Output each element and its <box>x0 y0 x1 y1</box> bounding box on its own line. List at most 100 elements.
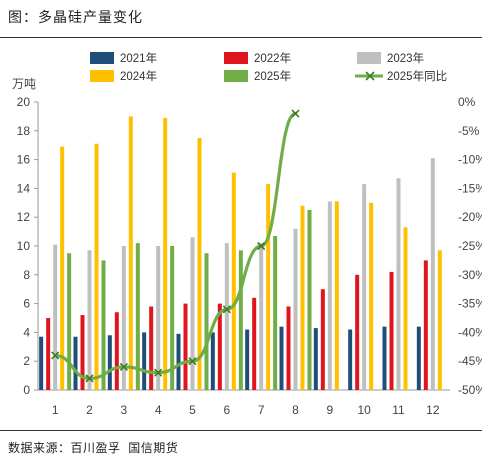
legend-swatch <box>90 70 114 82</box>
yoy-marker <box>119 362 128 372</box>
y2-tick-label: -15% <box>458 181 482 195</box>
bar-2022年-5 <box>183 303 188 390</box>
bar-2025年-4 <box>170 246 175 390</box>
yoy-marker-stroke <box>222 305 231 314</box>
yoy-marker <box>154 368 163 377</box>
yoy-marker-stroke <box>85 374 94 383</box>
yoy-line <box>51 109 300 383</box>
y2-tick-label: -25% <box>458 239 482 253</box>
yoy-marker-stroke <box>188 357 197 366</box>
bar-2023年-4 <box>156 246 161 390</box>
bar-2023年-10 <box>362 184 367 390</box>
bar-2021年-4 <box>142 332 147 390</box>
y-tick-label: 14 <box>17 181 31 195</box>
x-tick-label: 5 <box>189 403 196 417</box>
bar-2024年-6 <box>231 172 236 390</box>
yoy-marker-stroke <box>257 241 266 251</box>
y2-tick-label: -45% <box>458 354 482 368</box>
bar-2022年-6 <box>217 303 222 390</box>
legend-label: 2022年 <box>254 51 291 65</box>
bar-2025年-5 <box>204 253 209 390</box>
bar-2023年-1 <box>53 244 58 390</box>
bar-2022年-12 <box>423 260 428 390</box>
x-tick-label: 10 <box>357 403 371 417</box>
bar-2024年-9 <box>334 201 339 390</box>
legend-label: 2021年 <box>120 51 157 65</box>
yoy-marker <box>188 357 197 366</box>
y-tick-label: 10 <box>17 239 31 253</box>
bar-2025年-2 <box>101 260 106 390</box>
bar-2021年-11 <box>382 326 387 390</box>
bar-2023年-7 <box>259 243 264 390</box>
bar-2023年-5 <box>190 237 195 390</box>
bar-2023年-12 <box>430 158 435 390</box>
bar-2024年-5 <box>197 138 202 390</box>
legend-item: 2025年同比 <box>355 69 447 83</box>
bar-2022年-10 <box>355 274 360 390</box>
legend-swatch <box>224 52 248 64</box>
bar-2021年-1 <box>39 336 44 390</box>
yoy-marker <box>291 109 300 118</box>
y-tick-label: 16 <box>17 153 31 167</box>
yoy-marker-stroke <box>119 362 128 372</box>
bar-2022年-8 <box>286 306 291 390</box>
y2-tick-label: -10% <box>458 153 482 167</box>
bar-2025年-3 <box>135 243 140 390</box>
bar-2022年-11 <box>389 271 394 390</box>
bar-2022年-1 <box>46 318 51 390</box>
x-tick-label: 8 <box>292 403 299 417</box>
legend-swatch <box>90 52 114 64</box>
y-tick-label: 6 <box>23 297 30 311</box>
bar-2025年-6 <box>238 250 243 390</box>
yoy-marker-stroke <box>51 351 60 360</box>
bar-2024年-12 <box>437 250 442 390</box>
y2-tick-label: 0% <box>458 95 476 109</box>
legend-label: 2024年 <box>120 69 157 83</box>
bar-2021年-5 <box>176 333 181 390</box>
top-rule <box>0 37 482 38</box>
y2-tick-label: -40% <box>458 325 482 339</box>
y-tick-label: 18 <box>17 124 31 138</box>
legend-label: 2025年同比 <box>387 69 447 83</box>
legend-label: 2023年 <box>387 51 424 65</box>
bar-2023年-9 <box>327 201 332 390</box>
legend-item: 2022年 <box>224 51 291 65</box>
x-tick-label: 11 <box>392 403 405 417</box>
x-tick-label: 9 <box>326 403 333 417</box>
x-tick-label: 3 <box>120 403 127 417</box>
bar-2024年-2 <box>94 143 99 390</box>
bar-2021年-6 <box>210 332 215 390</box>
y2-tick-label: -5% <box>458 124 480 138</box>
bar-2021年-9 <box>313 328 318 390</box>
bar-2021年-8 <box>279 326 284 390</box>
legend-item: 2024年 <box>90 69 157 83</box>
bar-2022年-7 <box>252 297 257 390</box>
y-tick-label: 4 <box>23 325 30 339</box>
bar-2024年-3 <box>128 116 133 391</box>
chart-axes: 024681012141618200%-5%-10%-15%-20%-25%-3… <box>17 95 482 417</box>
y2-tick-label: -30% <box>458 268 482 282</box>
bar-2024年-1 <box>60 146 65 390</box>
bar-2022年-2 <box>80 315 85 390</box>
bar-2024年-7 <box>266 184 271 390</box>
x-tick-label: 1 <box>52 403 59 417</box>
legend-swatch <box>365 71 375 81</box>
legend-swatch <box>357 52 381 64</box>
legend-item: 2025年 <box>224 69 291 83</box>
figure-source: 数据来源：百川盈孚 国信期货 <box>8 441 179 455</box>
bar-2022年-9 <box>320 289 325 390</box>
y-tick-label: 20 <box>17 95 31 109</box>
x-tick-label: 2 <box>86 403 93 417</box>
x-tick-label: 12 <box>426 403 440 417</box>
x-tick-label: 6 <box>223 403 230 417</box>
yoy-marker <box>257 241 266 251</box>
y-tick-label: 2 <box>23 354 30 368</box>
polysilicon-output-chart: 2021年 2022年 2023年 2024年 2025年 2025年同比 万吨 0 2 4 6… <box>12 51 482 417</box>
bar-2022年-3 <box>114 312 119 390</box>
bar-2021年-7 <box>245 329 250 390</box>
y-tick-label: 12 <box>17 210 31 224</box>
yoy-marker <box>85 374 94 383</box>
y-axis-label: 万吨 <box>12 77 36 91</box>
y2-tick-label: -35% <box>458 297 482 311</box>
y2-tick-label: -50% <box>458 383 482 397</box>
